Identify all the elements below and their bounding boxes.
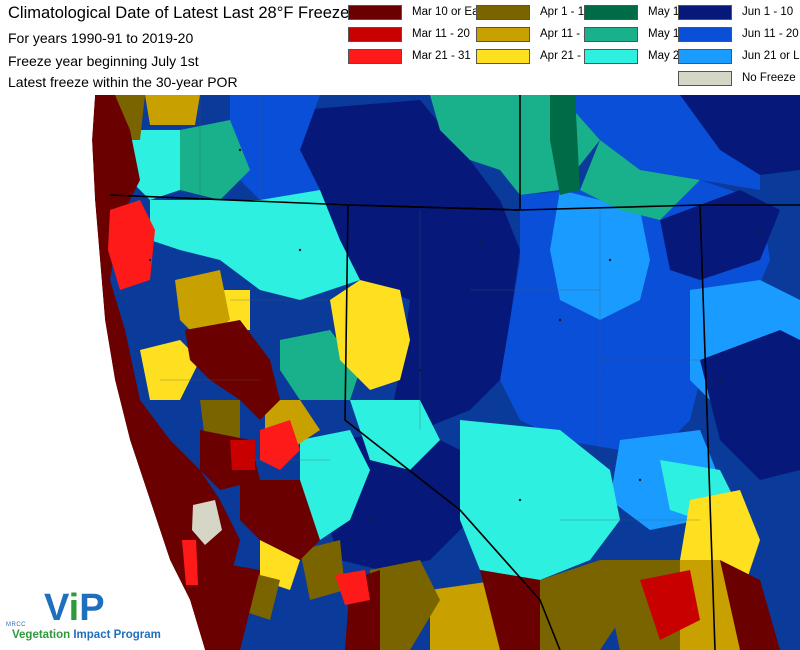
ocean-coast [0, 95, 205, 650]
legend-label: Mar 21 - 31 [412, 50, 471, 62]
zone-apr1-w [200, 400, 240, 440]
zone-may1 [550, 95, 580, 195]
zone-mar21-s [335, 570, 370, 605]
legend-swatch [678, 5, 732, 20]
logo-program-green: Vegetation [12, 629, 71, 641]
county-lines [160, 95, 700, 521]
legend-label: Jun 1 - 10 [742, 6, 794, 18]
station-dots [148, 148, 762, 522]
zone-apr11-w [175, 270, 230, 340]
vip-logo: MRCC ViP Vegetation Impact Program [6, 588, 166, 646]
zone-may21-nca [150, 190, 360, 300]
legend-swatch [476, 5, 530, 20]
map-freeze-year: Freeze year beginning July 1st [8, 53, 199, 69]
logo-program: Vegetation Impact Program [12, 629, 161, 641]
legend-swatch [678, 71, 732, 86]
zone-apr21-w [140, 340, 200, 400]
zone-mar10-south [240, 480, 320, 560]
zone-may21-s [300, 430, 370, 540]
zone-mar21-coast [182, 540, 198, 585]
map-por: Latest freeze within the 30-year POR [8, 74, 238, 90]
map-title: Climatological Date of Latest Last 28°F … [8, 4, 350, 22]
legend-label: Apr 21 - 30 [540, 50, 597, 62]
zone-apr1-s2 [540, 560, 620, 650]
zone-mar11-c [230, 440, 255, 470]
legend-swatch [584, 49, 638, 64]
border-ca-nv [344, 204, 561, 650]
zone-mar21-nw [108, 200, 155, 290]
logo-program-blue: Impact Program [70, 629, 161, 641]
zone-jun11-ne [560, 95, 760, 190]
zone-mar10-sw [200, 560, 260, 650]
zone-may21-w [130, 130, 180, 200]
zone-apr11-se [680, 560, 750, 650]
legend-swatch [678, 27, 732, 42]
legend-label: Jun 21 or Later [742, 50, 800, 62]
legend-swatch [348, 5, 402, 20]
zone-apr1-c [300, 540, 345, 600]
legend-swatch [584, 5, 638, 20]
logo-vip-p: P [79, 587, 105, 629]
legend-label: Apr 11 - 20 [540, 28, 597, 40]
legend-swatch [476, 27, 530, 42]
zone-mar21-c [260, 420, 300, 470]
zone-apr11-n [145, 95, 200, 125]
zone-may21-sc [460, 420, 620, 580]
legend-swatch [476, 49, 530, 64]
zone-jun1-se [700, 330, 800, 480]
map-years: For years 1990-91 to 2019-20 [8, 30, 194, 46]
header-panel: Climatological Date of Latest Last 28°F … [0, 0, 800, 95]
zone-apr1-s [370, 560, 440, 650]
logo-vip: ViP [44, 588, 105, 628]
zone-mar10-valley [185, 320, 280, 420]
zone-may11-ne [580, 140, 700, 220]
zone-jun1-ut [660, 190, 780, 280]
zone-mar11-s [640, 570, 700, 640]
zone-jun1-north [680, 95, 800, 175]
legend-swatch [348, 27, 402, 42]
logo-mrcc: MRCC [6, 622, 26, 628]
legend-label: No Freeze [742, 72, 796, 84]
logo-vip-v: V [44, 587, 69, 629]
zone-no-freeze [192, 500, 222, 545]
legend-label: Jun 11 - 20 [742, 28, 799, 40]
logo-vip-i: i [68, 587, 80, 629]
border-nv-id [349, 204, 800, 211]
legend-label: Mar 11 - 20 [412, 28, 470, 40]
legend-swatch [348, 49, 402, 64]
border-nv-ut [699, 204, 716, 650]
zone-jun1-main [300, 100, 520, 430]
zone-may11-w [180, 120, 250, 200]
zone-mar10-se [480, 570, 540, 650]
zone-jun11-top [230, 95, 320, 200]
legend-swatch [678, 49, 732, 64]
zone-may21-c [350, 400, 440, 470]
legend: Mar 10 or Earlier Mar 11 - 20 Mar 21 - 3… [348, 5, 800, 91]
legend-label: Apr 1 - 10 [540, 6, 591, 18]
legend-swatch [584, 27, 638, 42]
zone-mar10-se2 [720, 560, 780, 650]
zone-apr21-c [330, 280, 410, 390]
